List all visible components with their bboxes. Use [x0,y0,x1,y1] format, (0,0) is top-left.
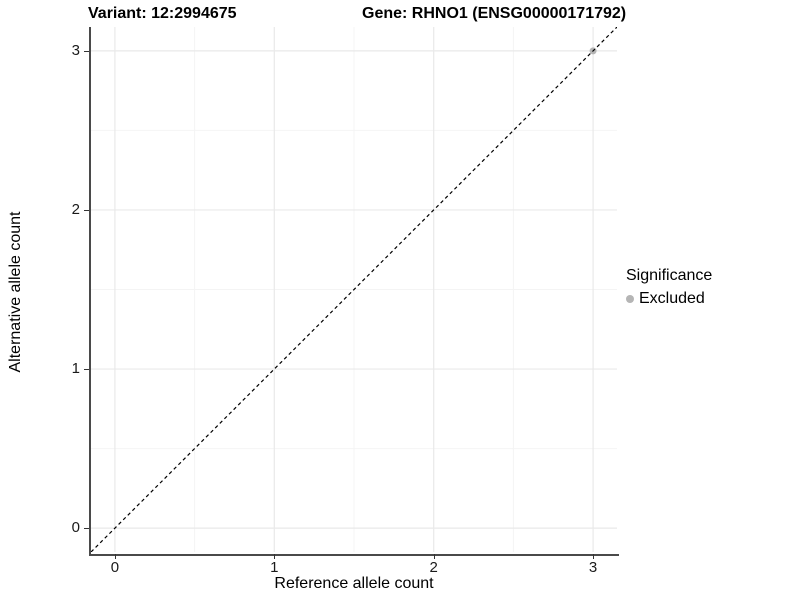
y-tick-label: 3 [71,41,80,59]
y-tick-mark [84,528,89,530]
y-tick-mark [84,369,89,371]
y-tick-mark [84,50,89,52]
y-tick-label: 0 [71,519,80,537]
y-axis-title: Alternative allele count [7,211,24,373]
y-tick-label: 1 [71,360,80,378]
plot-title-variant: Variant: 12:2994675 [88,5,237,22]
legend-item-excluded: Excluded [626,290,712,308]
identity-reference-line [91,27,617,552]
plot-panel-canvas [91,27,617,552]
y-tick-label: 2 [71,200,80,218]
legend-title: Significance [626,267,713,284]
legend-item-label: Excluded [639,290,705,307]
x-tick-mark [114,554,116,559]
plot-title-gene: Gene: RHNO1 (ENSG00000171792) [362,5,627,22]
x-tick-label: 2 [429,559,438,576]
x-axis-title: Reference allele count [274,575,434,592]
x-tick-label: 1 [270,559,279,576]
x-tick-mark [433,554,435,559]
x-tick-label: 3 [588,559,598,576]
y-tick-mark [84,209,89,211]
plot-panel [89,27,619,556]
legend: Significance Excluded [626,267,712,308]
x-tick-mark [593,554,595,559]
excluded-point-swatch-icon [626,295,634,303]
x-tick-label: 0 [110,559,120,576]
x-tick-mark [274,554,276,559]
